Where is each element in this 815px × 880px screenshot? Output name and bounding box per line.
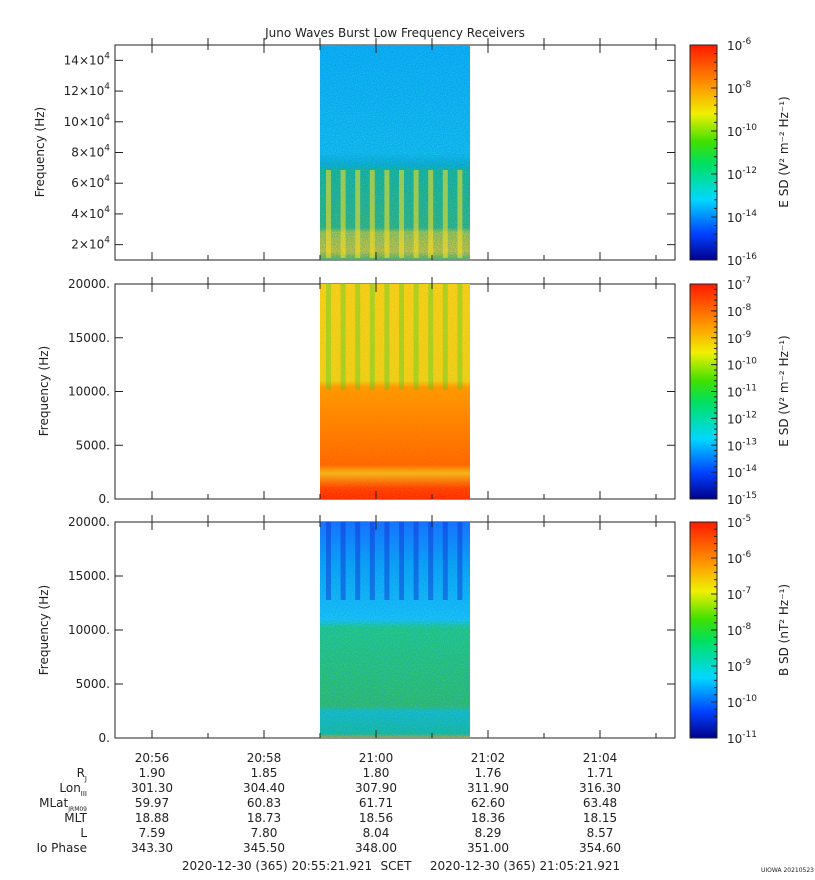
panel-1-cbar-tick-2: 10-10	[727, 123, 757, 139]
panel-2-cbar-tick-2: 10-9	[727, 330, 752, 346]
panel-1-cbar-tick-3: 10-12	[727, 166, 757, 182]
panel-3-cbar-tick-6: 10-11	[727, 730, 757, 746]
ephem-value-0-1: 1.85	[251, 766, 278, 780]
ephem-label-3: MLT	[64, 811, 87, 825]
panel-1-ytick-label-5: 12×104	[64, 82, 111, 98]
panel-1-ytick-label-2: 6×104	[71, 174, 110, 190]
footer-credit: UIOWA 20210523	[761, 867, 814, 874]
ephem-value-5-3: 351.00	[467, 841, 509, 855]
ephem-value-0-0: 1.90	[139, 766, 166, 780]
footer-start-time: 2020-12-30 (365) 20:55:21.921	[182, 859, 372, 873]
panel-2-cbar-tick-6: 10-13	[727, 437, 757, 453]
panel-2-cbar-tick-1: 10-8	[727, 303, 752, 319]
panel-2-ylabel: Frequency (Hz)	[37, 346, 51, 437]
panel-2-ytick-label-4: 20000.	[68, 277, 110, 291]
ephem-value-2-0: 59.97	[135, 796, 169, 810]
panel-3-cbar-tick-0: 10-5	[727, 514, 751, 530]
ephem-value-4-0: 7.59	[139, 826, 166, 840]
ephem-value-4-1: 7.80	[251, 826, 278, 840]
ephem-value-1-0: 301.30	[131, 781, 173, 795]
panel-1-spectrogram	[320, 45, 470, 260]
ephem-value-2-1: 60.83	[247, 796, 281, 810]
panel-3-cbar-tick-2: 10-7	[727, 586, 751, 602]
ephem-label-5: Io Phase	[36, 841, 87, 855]
xtick-label-3: 21:02	[471, 751, 506, 765]
panel-3-cbar-tick-4: 10-9	[727, 658, 752, 674]
ephem-value-2-4: 63.48	[583, 796, 617, 810]
ephem-value-5-2: 348.00	[355, 841, 397, 855]
ephem-label-0: RJ	[77, 766, 87, 783]
panel-3-ytick-label-3: 15000.	[68, 569, 110, 583]
ephem-value-3-3: 18.36	[471, 811, 505, 825]
ephem-value-1-4: 316.30	[579, 781, 621, 795]
ephem-value-5-0: 343.30	[131, 841, 173, 855]
panel-2-cbar-tick-0: 10-7	[727, 276, 751, 292]
ephem-value-1-3: 311.90	[467, 781, 509, 795]
panel-2-cbar-tick-7: 10-14	[727, 464, 757, 480]
panel-3-spectrogram	[320, 522, 470, 738]
panel-2-cbar-tick-4: 10-11	[727, 384, 757, 400]
panel-1-cbar-label: E SD (V² m⁻² Hz⁻¹)	[777, 96, 791, 207]
xtick-label-0: 20:56	[135, 751, 170, 765]
ephem-value-4-2: 8.04	[363, 826, 390, 840]
panel-1-ytick-label-3: 8×104	[71, 144, 110, 160]
panel-3-cbar-tick-5: 10-10	[727, 694, 757, 710]
ephem-value-1-2: 307.90	[355, 781, 397, 795]
panel-2-cbar-tick-3: 10-10	[727, 357, 757, 373]
xtick-label-2: 21:00	[359, 751, 394, 765]
panel-2-cbar-label: E SD (V² m⁻² Hz⁻¹)	[777, 335, 791, 446]
panel-3-ytick-label-0: 0.	[99, 731, 110, 745]
panel-2-ytick-label-2: 10000.	[68, 385, 110, 399]
ephem-value-3-2: 18.56	[359, 811, 393, 825]
panel-1-ytick-label-0: 2×104	[71, 236, 110, 252]
ephem-value-2-2: 61.71	[359, 796, 393, 810]
panel-3-ylabel: Frequency (Hz)	[37, 585, 51, 676]
panel-2-ytick-label-1: 5000.	[76, 438, 110, 452]
panel-3-ytick-label-2: 10000.	[68, 623, 110, 637]
panel-3-ytick-label-1: 5000.	[76, 677, 110, 691]
panel-1-ylabel: Frequency (Hz)	[33, 107, 47, 198]
ephem-value-0-3: 1.76	[475, 766, 502, 780]
ephem-label-4: L	[80, 826, 87, 840]
ephem-value-0-4: 1.71	[587, 766, 614, 780]
footer-scet: SCET	[381, 859, 413, 873]
xtick-label-4: 21:04	[583, 751, 618, 765]
ephem-value-4-4: 8.57	[587, 826, 614, 840]
panel-1-colorbar	[689, 44, 718, 261]
panel-1-ytick-label-1: 4×104	[71, 205, 110, 221]
panel-1-ytick-label-6: 14×104	[64, 51, 111, 67]
panel-1-ytick-label-4: 10×104	[64, 113, 111, 129]
panel-3-cbar-tick-1: 10-6	[727, 550, 752, 566]
ephem-value-2-3: 62.60	[471, 796, 505, 810]
footer-end-time: 2020-12-30 (365) 21:05:21.921	[430, 859, 620, 873]
ephem-value-1-1: 304.40	[243, 781, 285, 795]
xtick-label-1: 20:58	[247, 751, 282, 765]
ephem-value-4-3: 8.29	[475, 826, 502, 840]
panel-3-cbar-label: B SD (nT² Hz⁻¹)	[777, 584, 791, 676]
panel-2-spectrogram	[320, 284, 470, 499]
chart-title: Juno Waves Burst Low Frequency Receivers	[264, 26, 525, 40]
ephem-value-5-4: 354.60	[579, 841, 621, 855]
panel-2-ytick-label-0: 0.	[99, 492, 110, 506]
ephem-value-3-0: 18.88	[135, 811, 169, 825]
panel-2-ytick-label-3: 15000.	[68, 331, 110, 345]
ephem-value-3-4: 18.15	[583, 811, 617, 825]
panel-2-cbar-tick-5: 10-12	[727, 410, 757, 426]
panel-1-cbar-tick-0: 10-6	[727, 37, 752, 53]
panel-1-cbar-tick-5: 10-16	[727, 252, 757, 268]
panel-2-cbar-tick-8: 10-15	[727, 491, 757, 507]
ephem-value-0-2: 1.80	[363, 766, 390, 780]
ephem-value-5-1: 345.50	[243, 841, 285, 855]
panel-1-cbar-tick-4: 10-14	[727, 209, 757, 225]
panel-3-ytick-label-4: 20000.	[68, 515, 110, 529]
ephem-label-1: LonIII	[59, 781, 87, 798]
panel-3-cbar-tick-3: 10-8	[727, 622, 752, 638]
ephem-value-3-1: 18.73	[247, 811, 281, 825]
panel-1-cbar-tick-1: 10-8	[727, 80, 752, 96]
